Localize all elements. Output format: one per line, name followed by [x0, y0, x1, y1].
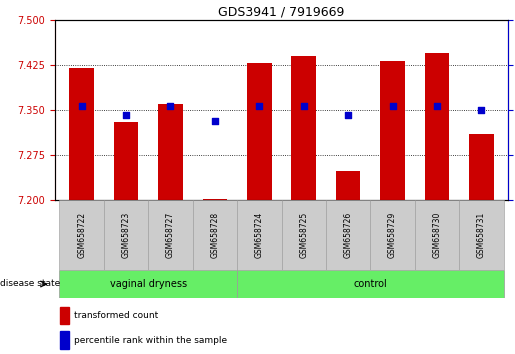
Text: GSM658730: GSM658730: [433, 212, 441, 258]
Text: GSM658727: GSM658727: [166, 212, 175, 258]
Bar: [237, 200, 282, 270]
Text: vaginal dryness: vaginal dryness: [110, 279, 187, 289]
Point: [78, 104, 86, 109]
Text: GSM658723: GSM658723: [122, 212, 131, 258]
Text: transformed count: transformed count: [74, 311, 158, 320]
Bar: [370, 200, 415, 270]
Text: percentile rank within the sample: percentile rank within the sample: [74, 336, 227, 345]
Bar: [203, 199, 227, 200]
Bar: [59, 200, 104, 270]
Bar: [114, 122, 138, 200]
Bar: [60, 307, 70, 324]
Bar: [158, 104, 183, 200]
Text: GSM658726: GSM658726: [344, 212, 353, 258]
Point: [344, 113, 352, 118]
Text: GSM658722: GSM658722: [77, 212, 86, 258]
Bar: [425, 53, 449, 200]
Text: GSM658728: GSM658728: [211, 212, 219, 258]
Bar: [459, 200, 504, 270]
Text: GSM658725: GSM658725: [299, 212, 308, 258]
Point: [122, 113, 130, 118]
Bar: [237, 270, 504, 298]
Bar: [104, 200, 148, 270]
Point: [255, 104, 263, 109]
Bar: [193, 200, 237, 270]
Bar: [247, 63, 271, 200]
Point: [477, 107, 486, 113]
Point: [388, 104, 397, 109]
Bar: [282, 200, 326, 270]
Bar: [60, 331, 70, 349]
Bar: [469, 134, 493, 200]
Bar: [59, 270, 237, 298]
Text: GSM658729: GSM658729: [388, 212, 397, 258]
Text: control: control: [353, 279, 387, 289]
Point: [300, 104, 308, 109]
Bar: [415, 200, 459, 270]
Bar: [70, 68, 94, 200]
Bar: [380, 61, 405, 200]
Bar: [148, 200, 193, 270]
Bar: [291, 56, 316, 200]
Point: [433, 104, 441, 109]
Text: GSM658731: GSM658731: [477, 212, 486, 258]
Bar: [336, 171, 360, 200]
Point: [211, 118, 219, 124]
Bar: [326, 200, 370, 270]
Text: GSM658724: GSM658724: [255, 212, 264, 258]
Title: GDS3941 / 7919669: GDS3941 / 7919669: [218, 6, 345, 19]
Point: [166, 104, 175, 109]
Text: disease state: disease state: [0, 280, 60, 289]
